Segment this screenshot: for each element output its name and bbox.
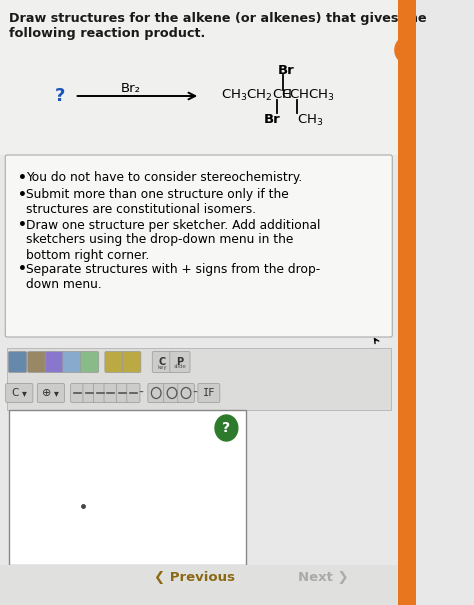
Text: following reaction product.: following reaction product. — [9, 27, 205, 40]
FancyBboxPatch shape — [105, 352, 123, 373]
Text: $\mathsf{CH_3}$: $\mathsf{CH_3}$ — [297, 113, 323, 128]
Text: key: key — [157, 364, 167, 370]
Text: ?: ? — [55, 87, 65, 105]
Text: $\mathsf{CH_3CH_2CH}$: $\mathsf{CH_3CH_2CH}$ — [221, 88, 292, 103]
FancyBboxPatch shape — [9, 352, 27, 373]
FancyBboxPatch shape — [122, 352, 141, 373]
Bar — [7, 348, 391, 410]
FancyBboxPatch shape — [83, 384, 96, 402]
Text: C: C — [11, 388, 18, 398]
Text: Br: Br — [263, 113, 280, 126]
FancyBboxPatch shape — [37, 384, 64, 402]
Text: ?: ? — [222, 421, 230, 435]
Bar — [0, 0, 398, 155]
Text: Draw structures for the alkene (or alkenes) that gives the: Draw structures for the alkene (or alken… — [9, 12, 427, 25]
FancyBboxPatch shape — [152, 352, 173, 373]
Text: Draw one structure per sketcher. Add additional
sketchers using the drop-down me: Draw one structure per sketcher. Add add… — [27, 218, 321, 261]
Text: You do not have to consider stereochemistry.: You do not have to consider stereochemis… — [27, 171, 302, 184]
Text: $\mathsf{CHCH_3}$: $\mathsf{CHCH_3}$ — [289, 88, 334, 103]
Text: slide: slide — [173, 364, 186, 370]
Text: Br₂: Br₂ — [121, 82, 141, 95]
Text: •: • — [18, 188, 27, 202]
FancyBboxPatch shape — [80, 352, 99, 373]
FancyBboxPatch shape — [27, 352, 46, 373]
Text: Br: Br — [278, 64, 295, 77]
Text: C: C — [159, 357, 166, 367]
Text: ▾: ▾ — [54, 388, 59, 398]
Text: Next ❯: Next ❯ — [298, 571, 349, 583]
Text: Separate structures with + signs from the drop-
down menu.: Separate structures with + signs from th… — [27, 263, 320, 290]
FancyBboxPatch shape — [127, 384, 140, 402]
Text: IF: IF — [202, 388, 215, 398]
Text: ❮ Previous: ❮ Previous — [154, 571, 235, 583]
Text: -: - — [138, 386, 143, 400]
Text: $\mathsf{C}$: $\mathsf{C}$ — [281, 88, 292, 101]
Text: ⊕: ⊕ — [42, 388, 51, 398]
FancyBboxPatch shape — [6, 384, 33, 402]
Circle shape — [395, 37, 418, 63]
FancyBboxPatch shape — [148, 384, 164, 402]
FancyBboxPatch shape — [178, 384, 194, 402]
Bar — [0, 565, 398, 605]
FancyBboxPatch shape — [164, 384, 180, 402]
Text: •: • — [18, 218, 27, 232]
FancyBboxPatch shape — [198, 384, 220, 402]
Text: •: • — [18, 263, 27, 276]
Text: ▾: ▾ — [22, 388, 27, 398]
Text: Submit more than one structure only if the
structures are constitutional isomers: Submit more than one structure only if t… — [27, 188, 289, 216]
Text: P: P — [176, 357, 183, 367]
FancyBboxPatch shape — [170, 352, 190, 373]
FancyBboxPatch shape — [93, 384, 107, 402]
FancyBboxPatch shape — [116, 384, 129, 402]
FancyBboxPatch shape — [63, 352, 81, 373]
FancyBboxPatch shape — [71, 384, 84, 402]
FancyBboxPatch shape — [104, 384, 117, 402]
Text: •: • — [18, 171, 27, 185]
FancyBboxPatch shape — [5, 155, 392, 337]
FancyBboxPatch shape — [45, 352, 64, 373]
Bar — [398, 0, 416, 605]
Bar — [9, 410, 246, 565]
Text: -: - — [192, 386, 197, 400]
Circle shape — [215, 415, 238, 441]
